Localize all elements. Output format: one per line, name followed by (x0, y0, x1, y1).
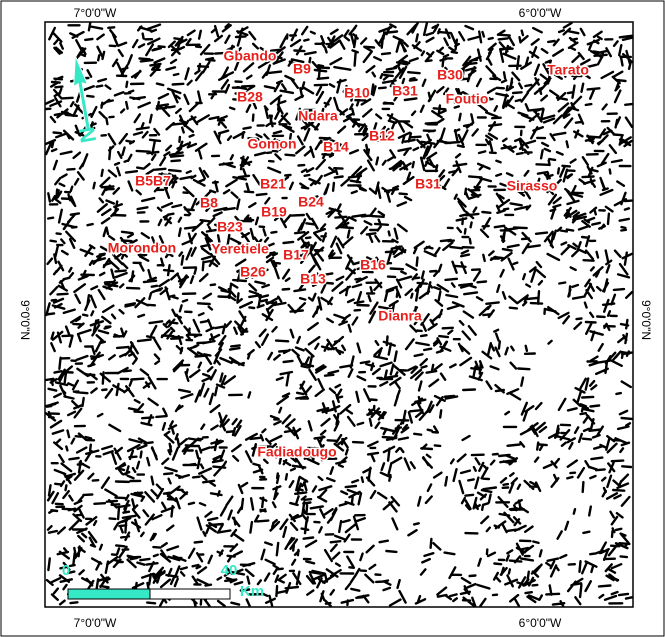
place-label: Ndara (298, 108, 338, 124)
place-label: B26 (240, 264, 266, 280)
place-label: Yeretiele (211, 241, 269, 257)
scale-bar: 0 40 Km (62, 562, 264, 600)
place-label: B28 (237, 89, 263, 105)
lineament-set (44, 21, 634, 608)
place-label: Foutio (446, 91, 489, 107)
map-frame (44, 21, 634, 608)
place-label: Dianra (378, 308, 422, 324)
graticule-label: 7°0'0"W (74, 6, 117, 20)
graticule-label: 9°0'0"N (639, 300, 653, 340)
place-label: B23 (217, 219, 243, 235)
place-label: B24 (298, 194, 324, 210)
place-label: Gbando (224, 48, 277, 64)
scale-end: 40 (221, 562, 238, 579)
place-label: B8 (200, 195, 218, 211)
graticule-label: 6°0'0"W (519, 6, 562, 20)
place-label: Fadiadougo (257, 444, 336, 460)
place-label: Sirasso (507, 178, 558, 194)
place-label: Morondon (108, 240, 176, 256)
scale-segment (149, 588, 231, 600)
place-label: B10 (344, 85, 370, 101)
place-label: B30 (437, 67, 463, 83)
place-label: B16 (360, 257, 386, 273)
graticule-label: 6°0'0"W (519, 616, 562, 630)
north-arrow: N (73, 55, 101, 145)
place-label: B12 (369, 128, 395, 144)
place-label: Tarato (547, 62, 589, 78)
arrow (73, 55, 91, 131)
graticule-label: 7°0'0"W (74, 616, 117, 630)
place-label: B13 (300, 271, 326, 287)
lineaments (44, 21, 634, 608)
place-labels: Gbando B9 B30 Tarato B28 B10 B31 Foutio Ndara B12… (106, 46, 590, 461)
place-label: B9 (293, 61, 311, 77)
scale-unit: Km (240, 583, 264, 600)
place-label: B31 (415, 176, 441, 192)
scale-start: 0 (62, 562, 70, 579)
place-label: Gomon (248, 136, 297, 152)
place-label: B17 (283, 247, 309, 263)
graticule-label: 9°0'0"N (18, 300, 32, 340)
place-label: B19 (261, 204, 287, 220)
place-label: B14 (323, 139, 349, 155)
place-label: B5B7 (135, 173, 171, 189)
place-label: B21 (260, 176, 286, 192)
scale-segment (67, 588, 151, 600)
north-label: N (74, 125, 101, 145)
place-label: B31 (392, 83, 418, 99)
